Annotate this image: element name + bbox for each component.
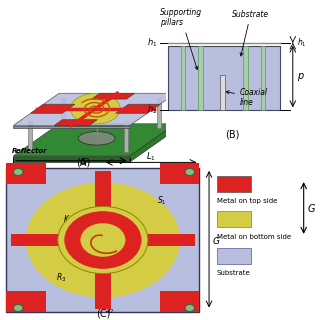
- Text: Substrate: Substrate: [217, 270, 250, 276]
- Polygon shape: [31, 104, 75, 113]
- Text: $K_1$: $K_1$: [130, 216, 140, 228]
- Text: $K_2$: $K_2$: [63, 213, 73, 226]
- Text: G: G: [80, 158, 87, 167]
- Text: $S_1$: $S_1$: [156, 194, 166, 207]
- Polygon shape: [54, 120, 97, 125]
- Circle shape: [13, 305, 23, 312]
- Bar: [6, 163, 46, 184]
- Text: $D_1$: $D_1$: [83, 229, 93, 242]
- Text: $L_1$: $L_1$: [146, 150, 156, 163]
- Bar: [6, 291, 46, 312]
- Ellipse shape: [70, 93, 120, 124]
- Text: $G$: $G$: [307, 202, 316, 214]
- Bar: [217, 211, 252, 227]
- Circle shape: [13, 168, 23, 175]
- Bar: [160, 291, 199, 312]
- Bar: [28, 121, 32, 152]
- Polygon shape: [13, 124, 176, 156]
- Text: Supporting
pillars: Supporting pillars: [160, 8, 202, 69]
- Bar: [160, 163, 199, 184]
- Bar: [217, 248, 252, 264]
- Ellipse shape: [78, 132, 115, 145]
- Text: Reflector: Reflector: [12, 148, 47, 154]
- Text: $R_3$: $R_3$: [56, 271, 66, 284]
- Wedge shape: [26, 240, 103, 298]
- Wedge shape: [26, 182, 103, 240]
- Text: Substrate: Substrate: [232, 10, 269, 56]
- Text: $K_3$: $K_3$: [75, 257, 85, 269]
- Wedge shape: [103, 240, 180, 298]
- Circle shape: [185, 168, 195, 175]
- Circle shape: [64, 211, 141, 269]
- Text: $D_2$: $D_2$: [104, 208, 115, 220]
- Polygon shape: [13, 125, 130, 128]
- Text: (C): (C): [96, 308, 110, 318]
- Text: $h_1$: $h_1$: [147, 36, 157, 49]
- Bar: [11, 234, 103, 246]
- Bar: [181, 46, 185, 110]
- Bar: [124, 121, 128, 152]
- Text: $S_2$: $S_2$: [105, 303, 115, 316]
- Text: $h_2$: $h_2$: [147, 104, 157, 116]
- Text: $K_4$: $K_4$: [123, 251, 133, 263]
- Text: $G$: $G$: [212, 235, 221, 245]
- Text: Metal on top side: Metal on top side: [217, 198, 277, 204]
- Polygon shape: [13, 156, 130, 162]
- Bar: [61, 98, 65, 128]
- Polygon shape: [130, 124, 176, 162]
- Polygon shape: [116, 104, 160, 113]
- Bar: [243, 46, 248, 110]
- Text: p: p: [297, 71, 303, 82]
- Circle shape: [80, 223, 125, 257]
- Bar: [168, 46, 280, 110]
- Text: (A): (A): [76, 158, 90, 168]
- Bar: [217, 176, 252, 192]
- Bar: [261, 46, 265, 110]
- Text: (B): (B): [225, 129, 239, 139]
- Polygon shape: [92, 93, 135, 99]
- Text: Coaxial
line: Coaxial line: [226, 88, 268, 107]
- Bar: [95, 171, 111, 240]
- Bar: [220, 75, 225, 110]
- Circle shape: [58, 206, 148, 274]
- Bar: [95, 240, 111, 309]
- Text: $R_2$: $R_2$: [115, 241, 125, 254]
- Bar: [157, 98, 161, 128]
- Polygon shape: [13, 93, 176, 125]
- Wedge shape: [103, 182, 180, 240]
- Text: Metal on bottom side: Metal on bottom side: [217, 234, 291, 240]
- Text: $h_1$: $h_1$: [297, 36, 307, 49]
- Bar: [198, 46, 203, 110]
- Text: $R_1$: $R_1$: [105, 224, 115, 236]
- Bar: [103, 234, 195, 246]
- Circle shape: [185, 305, 195, 312]
